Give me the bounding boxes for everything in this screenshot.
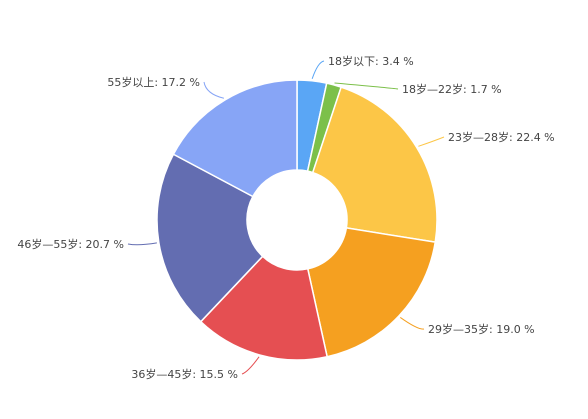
- label-connector: [311, 60, 325, 79]
- slice-label: 18岁以下: 3.4 %: [328, 54, 414, 68]
- donut-slice[interactable]: [199, 255, 329, 361]
- slice-label: 23岁—28岁: 22.4 %: [448, 130, 555, 144]
- slice-label: 55岁以上: 17.2 %: [107, 75, 200, 89]
- slice-labels-group: 18岁以下: 3.4 % 18岁—22岁: 1.7 % 23岁—28岁: 22.4 …: [17, 54, 554, 381]
- donut-slice[interactable]: [172, 79, 298, 198]
- label-connectors-group: [127, 60, 445, 375]
- label-connector: [334, 82, 399, 90]
- slice-label: 46岁—55岁: 20.7 %: [17, 237, 124, 251]
- label-connector: [203, 81, 225, 99]
- slice-label: 18岁—22岁: 1.7 %: [402, 82, 502, 96]
- slice-label: 29岁—35岁: 19.0 %: [428, 322, 535, 336]
- slices-group: [156, 79, 438, 361]
- donut-slice[interactable]: [311, 86, 438, 243]
- label-connector: [399, 317, 425, 330]
- label-connector: [241, 356, 260, 375]
- slice-label: 36岁—45岁: 15.5 %: [131, 367, 238, 381]
- donut-slice[interactable]: [306, 227, 437, 358]
- label-connector: [127, 242, 157, 246]
- label-connector: [418, 136, 445, 147]
- donut-slice[interactable]: [156, 153, 264, 323]
